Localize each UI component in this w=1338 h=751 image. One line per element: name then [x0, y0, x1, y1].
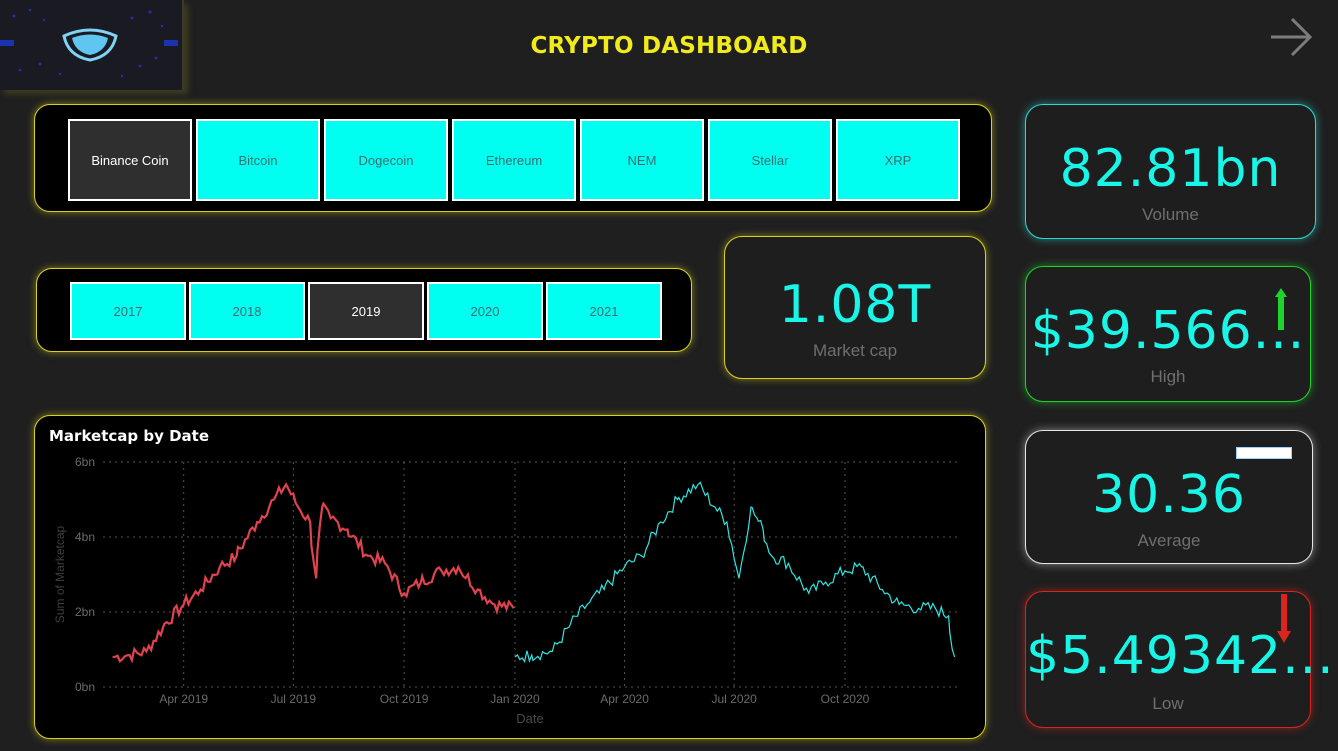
market-cap-card: 1.08T Market cap [724, 236, 986, 379]
chart-canvas: 0bn 2bn 4bn 6bn Apr 2019 Jul 2019 Oct 2019 Jan … [53, 455, 957, 726]
y-tick-label: 6bn [75, 455, 95, 469]
x-tick-label: Jan 2020 [490, 692, 540, 706]
volume-card: 82.81bn Volume [1025, 104, 1316, 239]
low-value: $5.49342... [1026, 626, 1335, 686]
year-button-2019[interactable]: 2019 [308, 282, 424, 340]
x-tick-label: Apr 2019 [159, 692, 208, 706]
year-slicer: 2017 2018 2019 2020 2021 [36, 268, 692, 352]
logo-panel [0, 0, 184, 90]
volume-label: Volume [1142, 205, 1199, 224]
flat-bar-icon [1236, 447, 1292, 459]
coin-button-ethereum[interactable]: Ethereum [452, 119, 576, 201]
year-button-2017[interactable]: 2017 [70, 282, 186, 340]
coin-button-nem[interactable]: NEM [580, 119, 704, 201]
next-page-button[interactable] [1266, 14, 1316, 60]
marketcap-chart: Marketcap by Date 0bn 2bn 4bn 6bn Apr 2019 Ju… [34, 415, 986, 739]
year-button-2021[interactable]: 2021 [546, 282, 662, 340]
chart-title: Marketcap by Date [49, 427, 209, 445]
year-button-2020[interactable]: 2020 [427, 282, 543, 340]
x-tick-label: Jul 2019 [271, 692, 317, 706]
page-title: CRYPTO DASHBOARD [530, 33, 808, 59]
y-axis-label: Sum of Marketcap [53, 525, 67, 623]
x-tick-label: Oct 2019 [380, 692, 429, 706]
average-card: 30.36 Average [1025, 430, 1313, 564]
series-line-0 [112, 482, 515, 664]
x-axis-label: Date [516, 711, 543, 726]
shield-logo-icon [0, 8, 178, 78]
low-label: Low [1152, 694, 1184, 713]
y-tick-label: 4bn [75, 530, 95, 544]
down-arrow-icon [1277, 594, 1291, 643]
low-card: $5.49342... Low [1025, 591, 1335, 728]
up-arrow-icon [1275, 288, 1287, 330]
market-cap-value: 1.08T [778, 275, 932, 335]
y-tick-label: 0bn [75, 680, 95, 694]
average-value: 30.36 [1092, 465, 1246, 525]
coin-button-xrp[interactable]: XRP [836, 119, 960, 201]
coin-button-binance-coin[interactable]: Binance Coin [68, 119, 192, 201]
high-value: $39.566... [1030, 301, 1306, 361]
y-tick-label: 2bn [75, 605, 95, 619]
arrow-right-icon [1271, 17, 1313, 57]
high-card: $39.566... High [1025, 266, 1311, 402]
x-tick-label: Apr 2020 [600, 692, 649, 706]
market-cap-label: Market cap [812, 341, 898, 360]
x-tick-label: Oct 2020 [821, 692, 870, 706]
coin-button-dogecoin[interactable]: Dogecoin [324, 119, 448, 201]
coin-button-bitcoin[interactable]: Bitcoin [196, 119, 320, 201]
coin-slicer: Binance Coin Bitcoin Dogecoin Ethereum N… [34, 104, 992, 212]
high-label: High [1150, 367, 1186, 386]
series-line-1 [514, 481, 956, 663]
average-label: Average [1137, 531, 1201, 550]
volume-value: 82.81bn [1059, 139, 1282, 199]
coin-button-stellar[interactable]: Stellar [708, 119, 832, 201]
year-button-2018[interactable]: 2018 [189, 282, 305, 340]
x-tick-label: Jul 2020 [711, 692, 757, 706]
